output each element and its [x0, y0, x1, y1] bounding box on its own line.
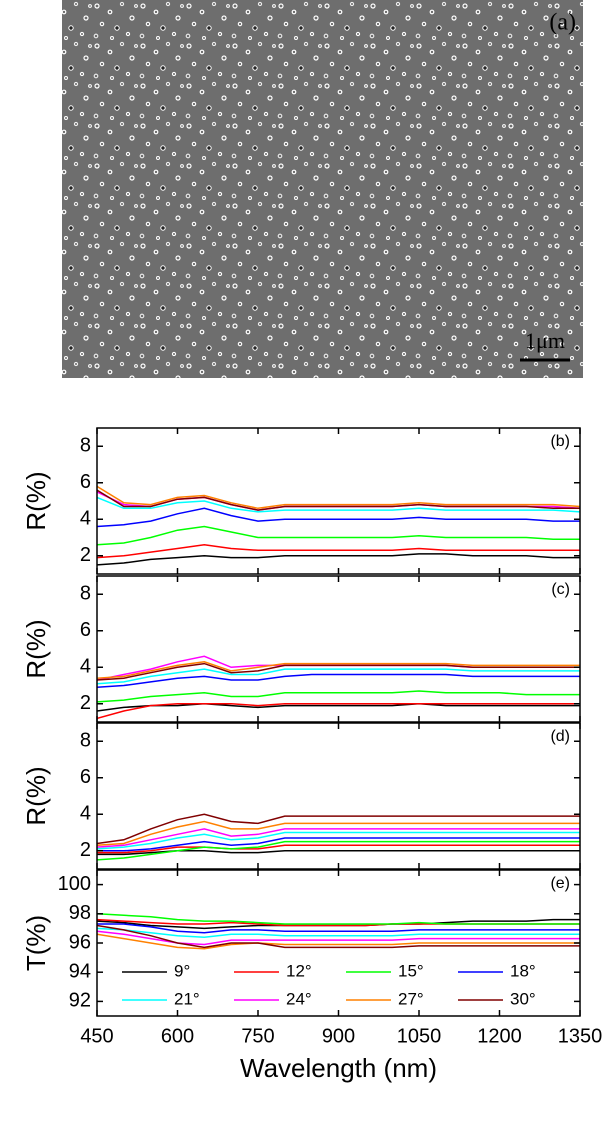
- panel-label: (b): [550, 433, 570, 450]
- scale-bar-label: 1μm: [525, 328, 565, 353]
- y-tick-label: 2: [80, 839, 91, 861]
- x-tick-label: 450: [80, 1025, 113, 1047]
- data-line: [97, 923, 580, 934]
- data-line: [97, 496, 580, 513]
- legend-label: 21°: [174, 989, 200, 1008]
- data-line: [97, 703, 580, 720]
- data-line: [97, 662, 580, 681]
- data-line: [97, 485, 580, 510]
- data-line: [97, 813, 580, 845]
- x-tick-label: 1050: [397, 1025, 442, 1047]
- plot-frame: [96, 575, 581, 723]
- panel-label: (d): [550, 728, 570, 745]
- data-line: [97, 840, 580, 861]
- y-tick-label: 100: [58, 873, 91, 895]
- legend-label: 12°: [286, 961, 312, 980]
- y-tick-label: 4: [80, 803, 91, 825]
- data-line: [97, 913, 580, 925]
- x-tick-label: 1200: [477, 1025, 522, 1047]
- data-line: [97, 924, 580, 949]
- x-tick-label: 1350: [558, 1025, 603, 1047]
- y-tick-label: 96: [69, 931, 91, 953]
- data-line: [97, 831, 580, 850]
- y-axis-label: R(%): [21, 619, 51, 678]
- panel-label: (e): [550, 875, 570, 892]
- y-axis-label: R(%): [21, 766, 51, 825]
- y-tick-label: 8: [80, 435, 91, 457]
- x-axis-label: Wavelength (nm): [240, 1053, 437, 1083]
- data-line: [97, 553, 580, 566]
- legend-label: 24°: [286, 989, 312, 1008]
- data-line: [97, 690, 580, 703]
- sem-micrograph: [62, 0, 583, 378]
- y-tick-label: 2: [80, 692, 91, 714]
- data-line: [97, 844, 580, 854]
- data-line: [97, 525, 580, 546]
- sem-image: (a) 1μm: [62, 0, 583, 378]
- data-line: [97, 703, 580, 712]
- legend-label: 15°: [398, 961, 424, 980]
- y-tick-label: 94: [69, 960, 91, 982]
- y-axis-label: T(%): [21, 915, 51, 971]
- data-line: [97, 933, 580, 950]
- y-tick-label: 6: [80, 619, 91, 641]
- legend-label: 9°: [174, 961, 190, 980]
- panel-label: (a): [549, 10, 576, 36]
- data-line: [97, 668, 580, 685]
- x-tick-label: 900: [322, 1025, 355, 1047]
- y-axis-label: R(%): [21, 471, 51, 530]
- y-tick-label: 4: [80, 508, 91, 530]
- y-tick-label: 92: [69, 990, 91, 1012]
- legend-label: 18°: [510, 961, 536, 980]
- data-line: [97, 673, 580, 689]
- data-line: [97, 927, 580, 938]
- y-tick-label: 8: [80, 583, 91, 605]
- y-tick-label: 8: [80, 730, 91, 752]
- x-tick-label: 750: [241, 1025, 274, 1047]
- y-tick-label: 2: [80, 544, 91, 566]
- data-line: [97, 661, 580, 679]
- data-line: [97, 828, 580, 848]
- data-line: [97, 544, 580, 559]
- data-line: [97, 820, 580, 847]
- legend-label: 27°: [398, 989, 424, 1008]
- y-tick-label: 98: [69, 902, 91, 924]
- y-tick-label: 6: [80, 766, 91, 788]
- panel-label: (c): [551, 581, 570, 598]
- y-tick-label: 6: [80, 471, 91, 493]
- data-line: [97, 489, 580, 511]
- data-line: [97, 837, 580, 852]
- x-tick-label: 600: [161, 1025, 194, 1047]
- data-line: [97, 507, 580, 528]
- legend-label: 30°: [510, 989, 536, 1008]
- y-tick-label: 4: [80, 656, 91, 678]
